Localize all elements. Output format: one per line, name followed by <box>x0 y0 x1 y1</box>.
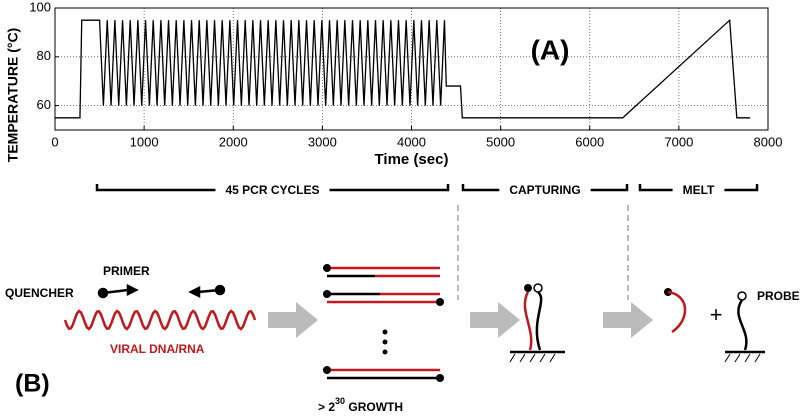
x-tick-label: 2000 <box>219 134 248 149</box>
x-tick-label: 7000 <box>664 134 693 149</box>
x-tick-label: 4000 <box>397 134 426 149</box>
x-tick-label: 3000 <box>308 134 337 149</box>
melted <box>664 288 765 363</box>
x-tick-label: 5000 <box>486 134 515 149</box>
y-tick-label: 60 <box>37 97 51 112</box>
plot: 0 1000 2000 3000 4000 5000 6000 7000 8000 60 80 100… <box>5 0 783 197</box>
annotation: (A) <box>531 34 570 65</box>
phase-bracket <box>95 184 450 192</box>
plot-frame <box>54 7 769 131</box>
x-tick-label: 1000 <box>130 134 159 149</box>
viral-strand <box>63 309 257 331</box>
amplicons <box>323 264 444 382</box>
plus: + <box>710 302 723 327</box>
quencher-label: QUENCHER <box>5 286 74 300</box>
y-tick-label: 100 <box>29 0 51 14</box>
x-tick-label: 8000 <box>754 134 783 149</box>
phase-label: CAPTURING <box>509 183 580 197</box>
temperature-line <box>55 18 751 119</box>
capture <box>509 283 565 363</box>
phase-bracket <box>461 184 629 192</box>
growth-label: > 230 GROWTH <box>318 396 403 414</box>
primers <box>97 283 226 299</box>
x-tick-label: 6000 <box>575 134 604 149</box>
x-tick-label: 0 <box>51 134 58 149</box>
probe-label: PROBE <box>757 289 800 303</box>
phase-label: 45 PCR CYCLES <box>225 183 319 197</box>
phase-bracket <box>638 184 759 192</box>
y-tick-label: 80 <box>37 48 51 63</box>
x-axis-label: Time (sec) <box>375 151 449 168</box>
process-arrows <box>268 302 653 338</box>
y-axis-label: TEMPERATURE (°C) <box>5 28 21 162</box>
phase-label: MELT <box>683 183 715 197</box>
target-label: VIRAL DNA/RNA <box>110 342 205 356</box>
panel-label: (B) <box>15 370 50 398</box>
primer-label: PRIMER <box>103 264 150 278</box>
